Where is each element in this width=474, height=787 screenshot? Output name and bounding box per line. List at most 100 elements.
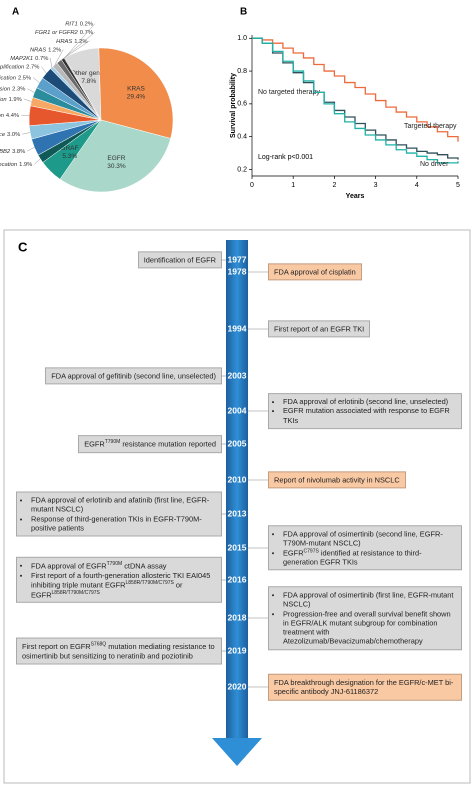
event-text: Progression-free and overall survival be… (283, 609, 456, 646)
event-text: First report on EGFRS768Q mutation media… (22, 642, 216, 661)
leader-line (41, 66, 47, 74)
event-box: FDA approval of cisplatin (268, 263, 362, 281)
y-axis-label: Survival probability (230, 73, 237, 138)
x-tick-label: 5 (456, 182, 460, 189)
value-label: 7.8% (81, 78, 96, 85)
leader-line (27, 147, 35, 152)
text-run: EGFR (283, 548, 304, 558)
event-text: First report of an EGFR TKI (274, 324, 364, 333)
event-text: EGFRT790M resistance mutation reported (84, 439, 216, 449)
leader-line (34, 158, 41, 165)
slice-label: FGR1 or FGFR2 0.7% (35, 30, 93, 36)
event-text: FDA approval of EGFRT790M ctDNA assay (31, 561, 216, 571)
slice-label: ROS1 fusion1.9% (0, 96, 22, 102)
text-run: ctDNA assay (122, 561, 167, 571)
event-text: FDA breakthrough designation for the EGF… (274, 678, 456, 697)
superscript: T790M (106, 560, 123, 567)
value-label: 1.2% (48, 47, 61, 53)
value-label: 3.8% (12, 149, 25, 155)
slice-label: NF1 truncation1.9% (0, 162, 32, 168)
text-run: First report of an EGFR TKI (274, 324, 365, 334)
y-tick-label: 0.2 (237, 166, 247, 173)
y-tick-label: 1.0 (237, 35, 247, 42)
slice-label: RIT1 0.2% (65, 21, 93, 27)
event-list: FDA approval of osimertinib (second line… (274, 529, 456, 566)
text-run: FDA breakthrough designation for the EGF… (274, 677, 454, 696)
event-box: FDA breakthrough designation for the EGF… (268, 673, 462, 701)
timeline-arrowhead (212, 738, 262, 766)
pie-slice (59, 119, 171, 193)
event-box: Report of nivolumab activity in NSCLC (268, 471, 406, 489)
category-label: MET splice (0, 132, 6, 138)
slice-label: HRAS 1.2% (56, 38, 87, 44)
text-run: FDA approval of osimertinib (first line,… (283, 590, 454, 609)
event-text: Report of nivolumab activity in NSCLC (274, 475, 400, 484)
category-label: RIT1 (65, 21, 78, 27)
leader-line (50, 57, 52, 68)
x-tick-label: 3 (374, 182, 378, 189)
survival-curve (252, 37, 459, 142)
value-label: 0.7% (35, 56, 48, 62)
category-label: HRAS (56, 38, 72, 44)
event-text: FDA approval of osimertinib (first line,… (283, 590, 456, 609)
event-box: FDA approval of osimertinib (second line… (268, 525, 462, 571)
year-label: 2016 (228, 574, 247, 584)
superscript: T790M (104, 439, 121, 446)
leader-line (23, 98, 32, 102)
value-label: 30.3% (107, 163, 126, 170)
category-label: FGR1 or FGFR2 (35, 30, 79, 36)
x-axis-label: Years (346, 193, 365, 200)
text-run: Identification of EGFR (143, 255, 216, 265)
category-label: ERBB2 amplification (0, 64, 24, 70)
category-label: Other genes (71, 70, 108, 77)
event-list: FDA approval of EGFRT790M ctDNA assayFir… (22, 561, 216, 599)
slice-label: KRAS 29.4% (127, 85, 146, 100)
year-label: 2004 (228, 405, 247, 415)
text-run: Report of nivolumab activity in NSCLC (274, 475, 400, 485)
pie-slice (98, 47, 174, 139)
text-run: resistance mutation reported (120, 439, 216, 449)
x-tick-label: 2 (332, 182, 336, 189)
event-list: FDA approval of erlotinib and afatinib (… (22, 496, 216, 533)
event-box: Identification of EGFR (137, 251, 222, 269)
value-label: 5.3% (62, 153, 77, 160)
series-label: Targeted therapy (404, 123, 457, 130)
text-run: Response of third-generation TKIs in EGF… (31, 514, 202, 533)
year-label: 2015 (228, 542, 247, 552)
year-label: 2019 (228, 645, 247, 655)
category-label: ROS1 fusion (0, 96, 7, 102)
leader-line (33, 77, 40, 83)
leader-line (54, 49, 64, 65)
leader-line (21, 114, 30, 116)
value-label: 2.5% (18, 75, 31, 81)
series-label: No driver (420, 161, 449, 168)
leader-line (62, 32, 96, 60)
category-label: ALK fusion (0, 113, 4, 119)
leader-line (64, 23, 96, 59)
value-label: 0.7% (80, 30, 93, 36)
event-text: First report of a fourth-generation allo… (31, 571, 216, 600)
year-label: 2005 (228, 438, 247, 448)
year-label: 1977 (228, 254, 247, 264)
superscript: S768Q (90, 641, 107, 648)
event-box: First report of an EGFR TKI (268, 320, 371, 338)
text-run: FDA approval of EGFR (31, 561, 107, 571)
event-list: FDA approval of erlotinib (second line, … (274, 397, 456, 425)
slice-label: RET fusion2.3% (0, 86, 25, 92)
category-label: BRAF (61, 145, 78, 152)
text-run: First report of a fourth-generation allo… (31, 570, 211, 590)
event-box: FDA approval of erlotinib and afatinib (… (16, 491, 222, 537)
x-tick-label: 4 (415, 182, 419, 189)
timeline-arrow (226, 240, 248, 740)
event-text: EGFR mutation associated with response t… (283, 406, 456, 425)
y-tick-label: 0.8 (237, 68, 247, 75)
survival-curve (252, 37, 459, 164)
event-box: EGFRT790M resistance mutation reported (78, 435, 222, 453)
text-run: FDA approval of osimertinib (second line… (283, 529, 443, 548)
category-label: EGFR (107, 155, 125, 162)
value-label: 2.7% (26, 64, 39, 70)
value-label: 2.3% (12, 86, 25, 92)
x-tick-label: 0 (250, 182, 254, 189)
text-run: EGFR mutation associated with response t… (283, 406, 450, 425)
